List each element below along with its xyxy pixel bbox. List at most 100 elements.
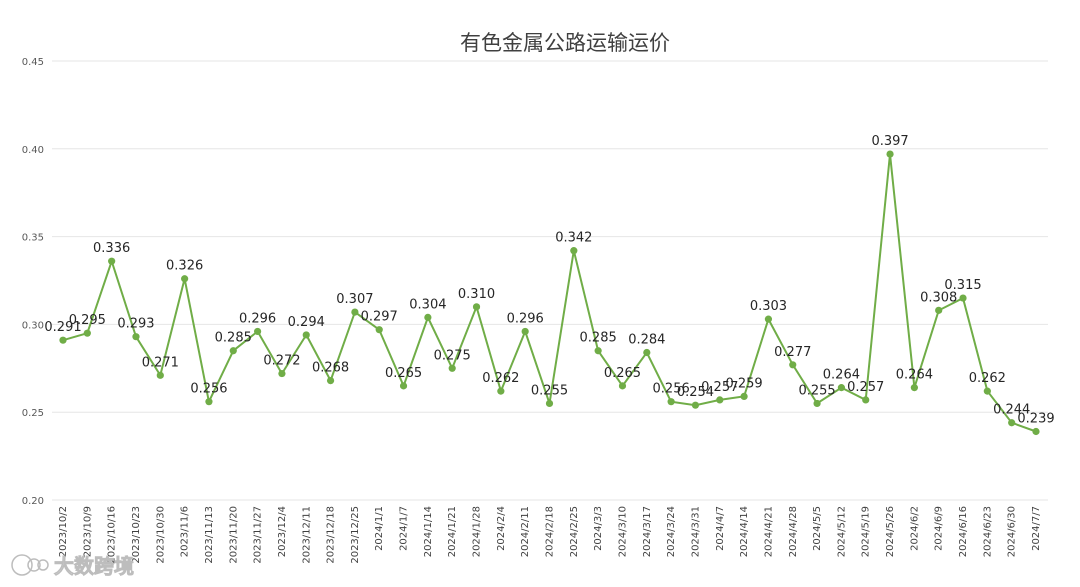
data-label: 0.304 [409, 297, 446, 312]
data-label: 0.264 [823, 368, 860, 383]
y-tick-label: 0.40 [22, 145, 44, 156]
x-tick-label: 2023/12/25 [350, 506, 361, 564]
data-label: 0.296 [507, 311, 544, 326]
data-point [472, 303, 481, 311]
data-label: 0.272 [263, 354, 300, 369]
data-point [716, 396, 724, 404]
x-tick-label: 2023/11/6 [180, 506, 191, 557]
data-label: 0.277 [774, 345, 811, 360]
data-point [691, 401, 700, 409]
data-point [1032, 427, 1040, 436]
data-point [302, 331, 310, 339]
data-point [229, 347, 237, 355]
x-tick-label: 2024/1/1 [374, 506, 385, 551]
data-point [424, 313, 432, 321]
x-tick-label: 2024/4/21 [763, 506, 774, 557]
data-label: 0.265 [604, 366, 641, 381]
x-tick-label: 2024/5/19 [861, 506, 872, 557]
x-tick-label: 2023/12/4 [277, 506, 288, 557]
data-point [545, 399, 554, 408]
data-point [862, 396, 870, 404]
data-label: 0.336 [93, 241, 130, 256]
data-label: 0.265 [385, 366, 422, 381]
x-tick-label: 2024/2/4 [496, 506, 507, 551]
x-tick-label: 2023/10/9 [82, 506, 93, 557]
data-point [205, 398, 213, 406]
data-label: 0.285 [215, 331, 252, 346]
data-point [59, 336, 67, 344]
x-tick-label: 2024/2/11 [520, 506, 531, 557]
data-point [1008, 419, 1016, 427]
data-point [886, 150, 894, 158]
chart-title: 有色金属公路运输运价 [460, 31, 670, 55]
data-label: 0.254 [677, 385, 714, 400]
x-tick-label: 2024/2/18 [545, 506, 556, 557]
data-label: 0.256 [190, 382, 227, 397]
data-label: 0.397 [871, 134, 908, 149]
x-axis-ticks: 2023/10/2 2023/10/9 2023/10/16 2023/10/23 20… [58, 506, 1042, 564]
data-point [643, 348, 651, 357]
x-tick-label: 2023/11/27 [253, 506, 264, 564]
data-label: 0.259 [725, 376, 762, 391]
data-label: 0.268 [312, 361, 349, 376]
x-tick-label: 2024/5/26 [885, 506, 896, 557]
data-point [108, 257, 116, 265]
x-tick-label: 2023/11/13 [204, 506, 215, 564]
x-tick-label: 2024/1/21 [447, 506, 458, 557]
data-point [326, 376, 335, 385]
data-point [983, 387, 991, 395]
data-point [789, 361, 797, 369]
data-point [521, 327, 529, 336]
data-point [910, 384, 918, 392]
x-tick-label: 2024/5/5 [812, 506, 823, 551]
x-tick-label: 2024/6/2 [909, 506, 920, 551]
data-label: 0.262 [969, 371, 1006, 386]
watermark: 大数跨境 [11, 554, 134, 578]
data-point [935, 306, 943, 314]
data-point [181, 275, 189, 283]
x-tick-label: 2024/1/14 [423, 506, 434, 557]
data-point [278, 369, 286, 378]
data-label: 0.342 [555, 231, 592, 246]
data-label: 0.264 [896, 368, 933, 383]
data-label: 0.307 [336, 292, 373, 307]
data-label: 0.293 [117, 317, 154, 332]
x-tick-label: 2023/11/20 [228, 506, 239, 564]
data-label: 0.256 [653, 382, 690, 397]
data-point [959, 294, 967, 302]
data-point [83, 329, 91, 337]
data-point [764, 315, 773, 323]
data-label: 0.257 [847, 380, 884, 395]
y-tick-label: 0.35 [22, 233, 44, 244]
data-label: 0.255 [531, 383, 568, 398]
x-tick-label: 2024/3/3 [593, 506, 604, 551]
x-tick-label: 2023/10/30 [155, 506, 166, 564]
data-point [570, 247, 578, 255]
data-label: 0.294 [288, 315, 325, 330]
data-label: 0.291 [44, 320, 81, 335]
x-tick-label: 2024/1/7 [399, 506, 410, 551]
gridlines [52, 60, 1048, 501]
x-tick-label: 2024/1/28 [472, 506, 483, 557]
data-label: 0.308 [920, 290, 957, 305]
y-tick-label: 0.25 [22, 408, 44, 419]
data-point [667, 398, 675, 406]
data-label: 0.303 [750, 299, 787, 314]
data-point [618, 382, 627, 390]
watermark-text: 大数跨境 [54, 554, 134, 578]
x-tick-label: 2024/4/14 [739, 506, 750, 557]
data-label: 0.262 [482, 371, 519, 386]
data-point [594, 347, 602, 355]
data-label: 0.297 [361, 310, 398, 325]
x-tick-label: 2024/6/16 [958, 506, 969, 557]
y-tick-label: 0.30 [22, 320, 44, 331]
x-tick-label: 2023/10/23 [131, 506, 142, 564]
data-point [375, 326, 383, 334]
data-label: 0.255 [798, 383, 835, 398]
data-point [448, 364, 456, 372]
x-tick-label: 2024/3/10 [617, 506, 628, 557]
x-tick-label: 2024/3/24 [666, 506, 677, 557]
data-point [399, 382, 408, 390]
